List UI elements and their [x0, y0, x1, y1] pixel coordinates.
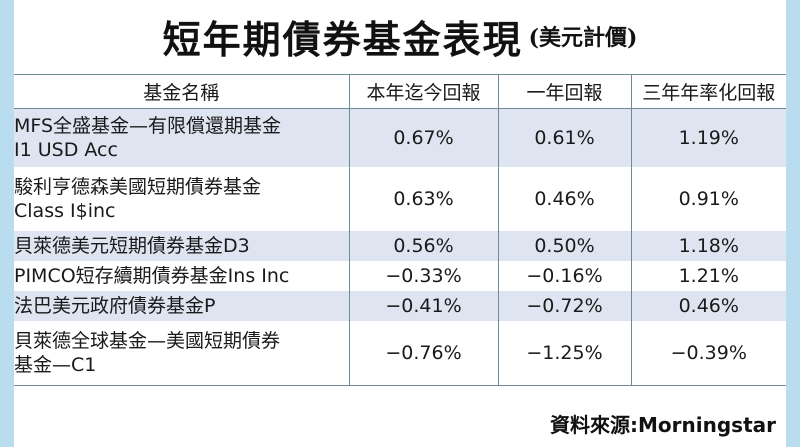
fund-name-cell: 駿利亨德森美國短期債券基金 Class I$inc: [14, 167, 350, 231]
ytd-return-cell: 0.67%: [348, 108, 499, 167]
ytd-return-cell: 0.56%: [348, 231, 499, 261]
three-year-return-cell: 0.91%: [630, 167, 786, 231]
ytd-return-cell: 0.63%: [348, 167, 499, 231]
fund-name-line2: Class I$inc: [14, 200, 116, 222]
fund-name-cell: 法巴美元政府債券基金P: [14, 291, 350, 321]
three-year-return-cell: −0.39%: [630, 321, 786, 386]
three-year-return-cell: 1.19%: [630, 108, 786, 167]
one-year-return-cell: 0.50%: [497, 231, 632, 261]
ytd-return-cell: −0.76%: [348, 321, 499, 386]
three-year-return-cell: 1.18%: [630, 231, 786, 261]
source-credit: 資料來源:Morningstar: [550, 412, 776, 437]
table-row: 貝萊德全球基金—美國短期債券 基金—C1 −0.76% −1.25% −0.39…: [14, 321, 786, 386]
infographic-panel: 短年期債券基金表現 (美元計價) 基金名稱 本年迄今回報 一年回報 三年年率化回…: [14, 0, 786, 447]
table-row: PIMCO短存續期債券基金Ins Inc −0.33% −0.16% 1.21%: [14, 261, 786, 291]
table-row: 貝萊德美元短期債券基金D3 0.56% 0.50% 1.18%: [14, 231, 786, 261]
table-header-row: 基金名稱 本年迄今回報 一年回報 三年年率化回報: [14, 74, 786, 109]
fund-name-line2: 基金—C1: [14, 354, 97, 376]
fund-name-cell: PIMCO短存續期債券基金Ins Inc: [14, 261, 350, 291]
ytd-return-cell: −0.33%: [348, 261, 499, 291]
header-one-year-return: 一年回報: [497, 74, 632, 109]
fund-name-line1: MFS全盛基金—有限償還期基金: [14, 115, 282, 137]
one-year-return-cell: −0.72%: [497, 291, 632, 321]
fund-name-line1: 貝萊德全球基金—美國短期債券: [14, 330, 281, 352]
one-year-return-cell: 0.46%: [497, 167, 632, 231]
ytd-return-cell: −0.41%: [348, 291, 499, 321]
table-row: 駿利亨德森美國短期債券基金 Class I$inc 0.63% 0.46% 0.…: [14, 167, 786, 231]
fund-name-cell: 貝萊德美元短期債券基金D3: [14, 231, 350, 261]
fund-name-line2: I1 USD Acc: [14, 139, 118, 161]
table-row: 法巴美元政府債券基金P −0.41% −0.72% 0.46%: [14, 291, 786, 321]
one-year-return-cell: −1.25%: [497, 321, 632, 386]
header-ytd-return: 本年迄今回報: [348, 74, 499, 109]
header-three-year-annualized-return: 三年年率化回報: [630, 74, 786, 109]
header-fund-name: 基金名稱: [14, 74, 350, 109]
one-year-return-cell: 0.61%: [497, 108, 632, 167]
fund-performance-table: 基金名稱 本年迄今回報 一年回報 三年年率化回報 MFS全盛基金—有限償還期基金…: [14, 74, 786, 386]
page-subtitle: (美元計價): [528, 25, 638, 51]
fund-name-line1: 駿利亨德森美國短期債券基金: [14, 176, 262, 198]
three-year-return-cell: 0.46%: [630, 291, 786, 321]
fund-name-cell: 貝萊德全球基金—美國短期債券 基金—C1: [14, 321, 350, 386]
page-title: 短年期債券基金表現: [162, 16, 523, 62]
three-year-return-cell: 1.21%: [630, 261, 786, 291]
table-row: MFS全盛基金—有限償還期基金 I1 USD Acc 0.67% 0.61% 1…: [14, 108, 786, 167]
fund-name-cell: MFS全盛基金—有限償還期基金 I1 USD Acc: [14, 108, 350, 167]
one-year-return-cell: −0.16%: [497, 261, 632, 291]
title-bar: 短年期債券基金表現 (美元計價): [14, 0, 786, 72]
